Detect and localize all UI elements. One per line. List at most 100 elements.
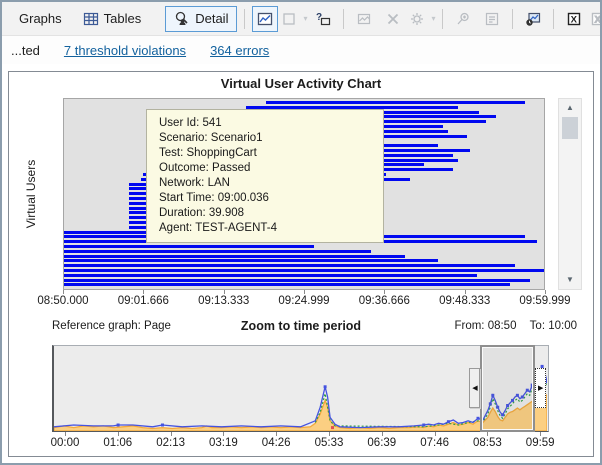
tooltip-line: Duration: 39.908 (159, 207, 245, 219)
tooltip-line: Test: ShoppingCart (159, 147, 257, 159)
delete-x-icon (388, 13, 399, 24)
reference-chart-svg (54, 364, 547, 431)
shape-style-button[interactable]: ▾ (281, 6, 307, 32)
tick-mark (170, 432, 172, 436)
zoom-period-title: Zoom to time period (240, 319, 362, 333)
options-button[interactable] (479, 6, 505, 32)
x-tick-label: 00:00 (50, 437, 80, 449)
tick-mark (223, 432, 225, 436)
chart-title: Virtual User Activity Chart (220, 76, 382, 91)
tooltip-line: Start Time: 09:00.036 (159, 192, 269, 204)
time-range-label: From: 08:50 To: 10:00 (444, 320, 577, 332)
x-tick-label: 09:01.666 (117, 295, 169, 307)
errors-link[interactable]: 364 errors (210, 42, 270, 58)
tooltip-line: Network: LAN (159, 177, 230, 189)
selection-left-handle[interactable]: ◀ (469, 368, 481, 408)
tables-button[interactable]: Tables (74, 6, 151, 32)
activity-bar[interactable] (64, 278, 530, 282)
main-plot[interactable]: User Id: 541 Scenario: Scenario1 Test: Sho… (63, 98, 545, 290)
x-tick-label: 07:46 (420, 437, 449, 449)
help-window-button[interactable]: ? (310, 6, 336, 32)
find-button[interactable] (450, 6, 476, 32)
tick-mark (381, 432, 383, 436)
excel-export-icon: X (568, 12, 581, 25)
blank-shape-icon (283, 12, 296, 25)
excel-export-secondary-button[interactable]: X ▾ (590, 6, 602, 32)
x-tick-label: 09:36.666 (358, 295, 410, 307)
activity-bar[interactable] (64, 259, 439, 263)
tooltip-line: User Id: 541 (159, 117, 222, 129)
tick-mark (464, 290, 466, 294)
detail-magnifier-icon (176, 11, 188, 25)
tables-grid-icon (83, 12, 98, 25)
toolbar-separator (553, 8, 555, 29)
activity-bar[interactable] (64, 269, 544, 272)
tick-mark (65, 432, 66, 436)
copy-image-button[interactable] (351, 6, 377, 32)
scroll-up-icon[interactable]: ▲ (566, 103, 574, 112)
tooltip-line: Scenario: Scenario1 (159, 132, 263, 144)
tick-mark (223, 290, 225, 294)
reference-plot[interactable] (52, 345, 549, 432)
x-tick-label: 01:06 (103, 437, 133, 449)
help-window-icon: ? (316, 12, 331, 25)
activity-bar[interactable] (64, 283, 511, 287)
settings-button[interactable]: ▾ (409, 6, 435, 32)
toolbar-separator (343, 8, 345, 29)
scrollbar-thumb[interactable] (562, 117, 578, 139)
threshold-violations-link[interactable]: 7 threshold violations (63, 42, 187, 58)
vertical-scrollbar[interactable]: ▲ ▼ (558, 98, 582, 290)
tick-mark (63, 290, 64, 294)
tick-mark (434, 432, 436, 436)
tooltip-line: Agent: TEST-AGENT-4 (159, 222, 278, 234)
tick-mark (487, 432, 489, 436)
tick-mark (545, 290, 546, 294)
arrow-left-icon: ◀ (472, 385, 478, 392)
time-chart-icon (526, 12, 541, 26)
chart-toggle-icon (258, 12, 273, 25)
reference-graph-label: Reference graph: Page (52, 320, 171, 332)
activity-bar[interactable] (64, 264, 516, 268)
x-tick-label: 04:26 (261, 437, 291, 449)
scroll-down-icon[interactable]: ▼ (566, 275, 574, 284)
tables-button-label: Tables (103, 11, 142, 26)
dropdown-caret-icon: ▾ (303, 14, 308, 23)
x-tick-label: 03:19 (209, 437, 238, 449)
activity-bar[interactable] (64, 245, 314, 248)
activity-bar[interactable] (64, 273, 477, 277)
tick-mark (540, 432, 542, 436)
tick-mark (117, 432, 119, 436)
to-label: To: 10:00 (529, 320, 577, 332)
svg-text:X: X (595, 14, 602, 25)
arrow-right-icon: ▶ (537, 385, 544, 392)
x-tick-label: 08:50.000 (37, 295, 89, 307)
chart-toggle-button[interactable] (252, 5, 279, 32)
tick-mark (276, 432, 278, 436)
activity-bar[interactable] (246, 105, 458, 109)
detail-button-label: Detail (195, 11, 229, 26)
gear-icon (411, 12, 424, 25)
graphs-button-label: Graphs (19, 11, 62, 26)
time-chart-button[interactable] (520, 6, 546, 32)
graphs-button[interactable]: Graphs (10, 6, 71, 32)
x-tick-label: 08:53 (473, 437, 502, 449)
tooltip: User Id: 541 Scenario: Scenario1 Test: Sho… (146, 109, 384, 243)
zoom-selection-window[interactable] (480, 345, 536, 432)
content-panel: Virtual User Activity Chart Virtual User… (8, 71, 594, 457)
find-plus-icon (457, 12, 470, 24)
dropdown-caret-icon: ▾ (431, 14, 436, 23)
x-tick-label: 09:48.333 (439, 295, 491, 307)
options-window-icon (486, 12, 499, 25)
excel-export-button[interactable]: X (561, 6, 587, 32)
activity-bar[interactable] (64, 249, 372, 253)
activity-bar[interactable] (265, 101, 525, 104)
y-axis-label: Virtual Users (24, 159, 38, 229)
tooltip-line: Outcome: Passed (159, 162, 251, 174)
selection-right-handle[interactable]: ▶ (535, 368, 547, 408)
activity-bar[interactable] (64, 254, 405, 258)
toolbar-separator (244, 8, 246, 29)
x-tick-label: 05:33 (314, 437, 344, 449)
delete-button[interactable] (380, 6, 406, 32)
image-icon (358, 13, 371, 24)
detail-button[interactable]: Detail (165, 5, 238, 32)
